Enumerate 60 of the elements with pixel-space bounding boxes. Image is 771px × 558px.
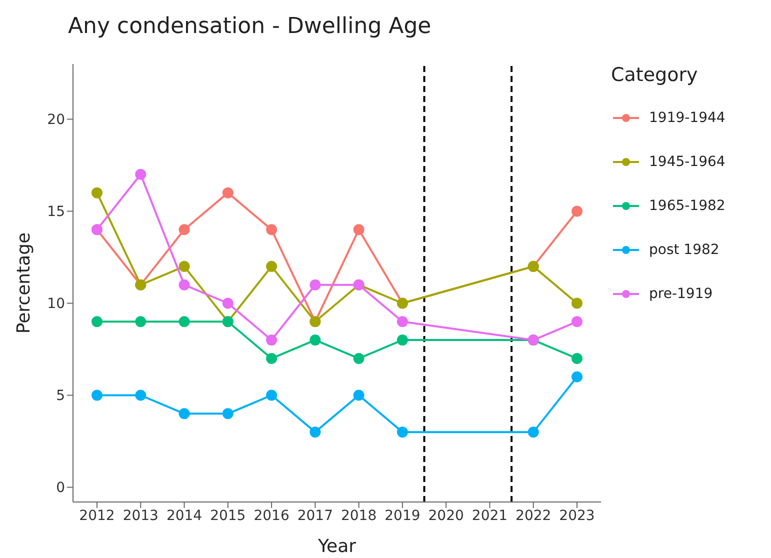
y-tick-label: 15 (47, 204, 65, 220)
point (353, 390, 364, 401)
x-tick-label: 2020 (428, 508, 464, 524)
point (178, 224, 190, 236)
point (572, 371, 582, 382)
point (266, 334, 278, 346)
legend-label: pre-1919 (648, 285, 714, 304)
y-tick-label: 5 (56, 388, 65, 404)
y-axis-title: Percentage (13, 232, 34, 334)
point (135, 316, 146, 328)
point (353, 224, 364, 236)
point (178, 316, 190, 328)
x-tick-label: 2018 (341, 508, 377, 524)
point (135, 168, 146, 180)
point (92, 390, 102, 401)
point (92, 316, 102, 328)
point (266, 390, 278, 401)
point (396, 316, 408, 328)
x-tick-label: 2022 (516, 508, 552, 524)
point (178, 408, 190, 420)
y-tick-label: 20 (47, 112, 65, 128)
x-axis-title: Year (316, 536, 357, 557)
x-tick-label: 2017 (297, 508, 333, 524)
point (266, 352, 278, 364)
point (396, 334, 408, 346)
point (528, 426, 539, 438)
point (572, 298, 582, 309)
y-tick-label: 0 (56, 480, 65, 496)
point (310, 334, 321, 346)
x-tick-label: 2015 (210, 508, 246, 524)
x-tick-label: 2014 (166, 508, 202, 524)
x-tick-label: 2013 (122, 508, 158, 524)
point (572, 352, 582, 364)
legend-label: 1945-1964 (648, 153, 726, 172)
point (266, 260, 278, 272)
legend-label: 1919-1944 (648, 109, 726, 128)
x-tick-label: 2019 (384, 508, 420, 524)
point (178, 260, 190, 272)
x-tick-label: 2016 (254, 508, 290, 524)
point (222, 187, 234, 198)
chart-title: Any condensation - Dwelling Age (67, 13, 432, 41)
point (135, 390, 146, 401)
point (222, 298, 234, 309)
legend-label: 1965-1982 (648, 197, 726, 216)
x-tick-label: 2021 (472, 508, 508, 524)
x-tick-label: 2023 (559, 508, 595, 524)
legend-label: post 1982 (648, 241, 720, 260)
x-tick-label: 2012 (79, 508, 115, 524)
y-tick-label: 10 (47, 296, 65, 312)
legend-title: Category (611, 64, 699, 86)
point (572, 206, 582, 217)
point (396, 426, 408, 438)
point (310, 426, 321, 438)
point (92, 187, 102, 198)
point (178, 279, 190, 290)
point (310, 279, 321, 290)
point (266, 224, 278, 236)
point (572, 316, 582, 328)
point (222, 408, 234, 420)
point (353, 352, 364, 364)
